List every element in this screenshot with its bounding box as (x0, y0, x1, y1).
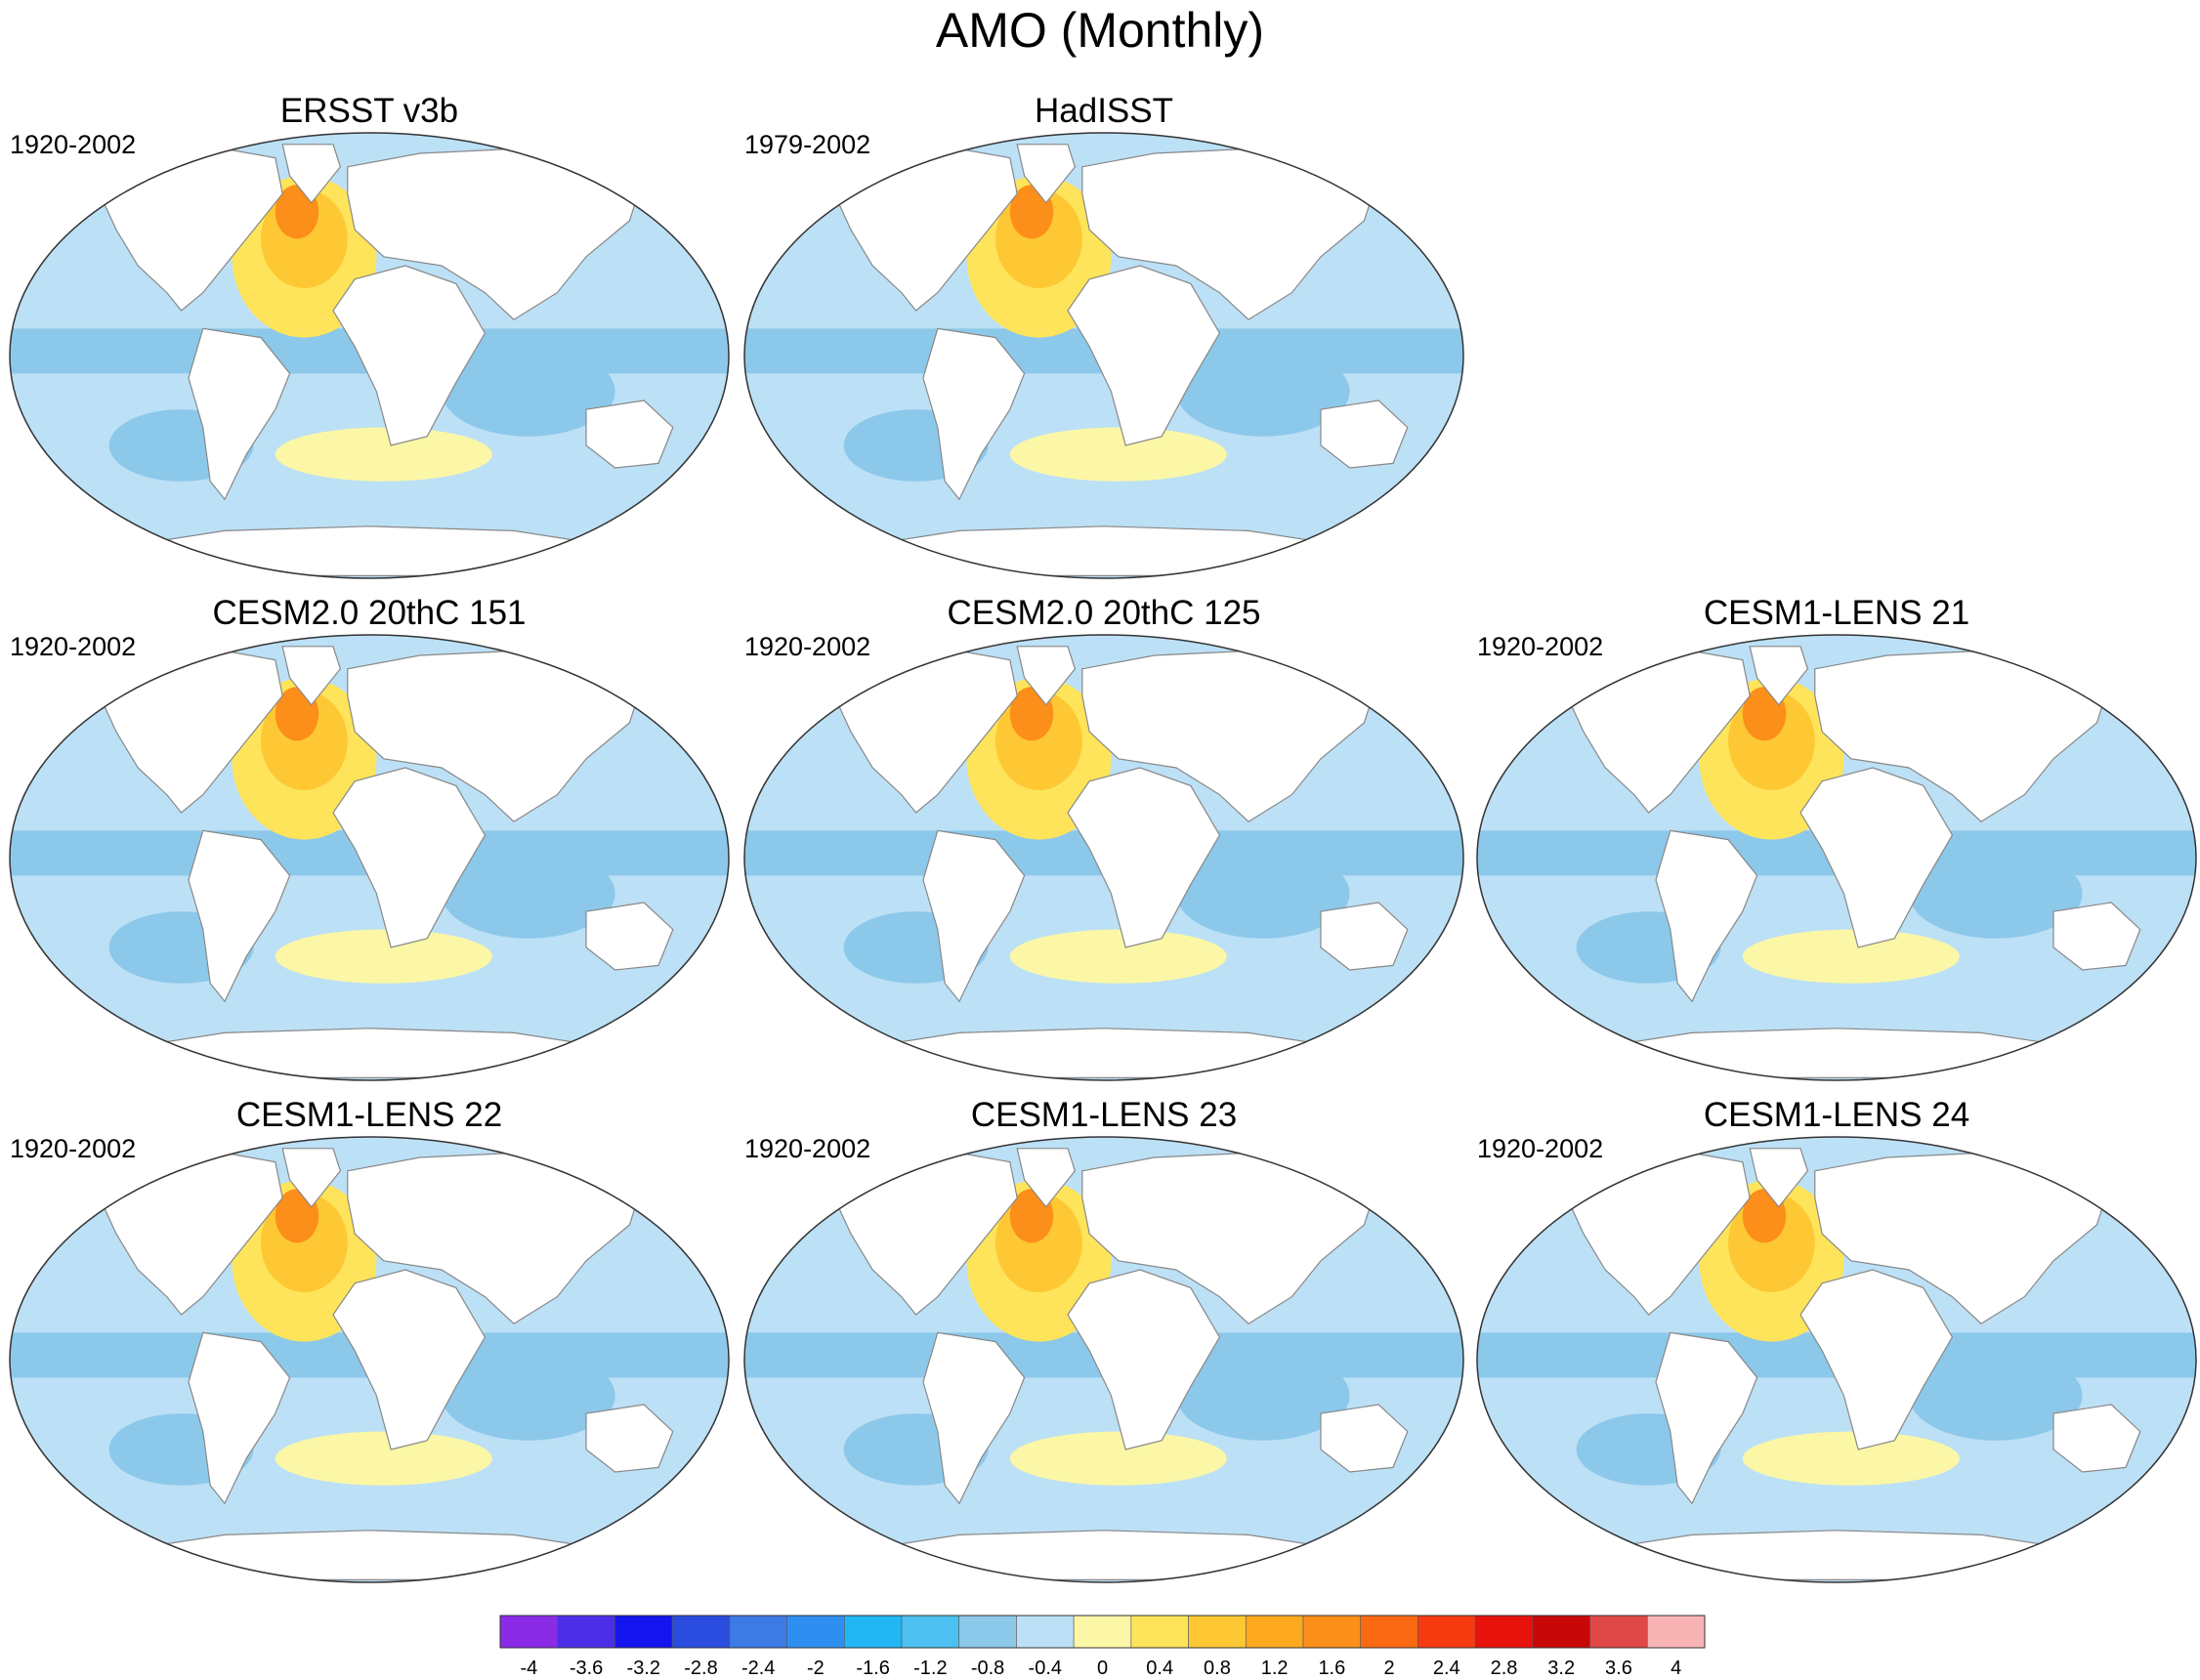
colorbar-swatch (557, 1615, 615, 1649)
figure-title: AMO (Monthly) (935, 3, 1265, 58)
panel-title: CESM1-LENS 21 (1703, 594, 1970, 632)
map-panel (743, 132, 1464, 579)
colorbar-swatch (614, 1615, 673, 1649)
colorbar-tick-label: -0.4 (1029, 1658, 1062, 1679)
map-panel (9, 634, 730, 1081)
panel-period: 1920-2002 (744, 1134, 871, 1163)
colorbar-tick-label: -2.8 (684, 1658, 717, 1679)
colorbar-tick-label: 3.6 (1605, 1658, 1632, 1679)
colorbar-swatch (1016, 1615, 1075, 1649)
colorbar-tick-label: 2.8 (1491, 1658, 1518, 1679)
colorbar-swatch (786, 1615, 845, 1649)
colorbar-swatch (1589, 1615, 1648, 1649)
colorbar-tick-label: 2.4 (1433, 1658, 1460, 1679)
colorbar-tick-label: -2.4 (741, 1658, 775, 1679)
map-panel (1476, 1136, 2197, 1583)
colorbar-swatch (1188, 1615, 1247, 1649)
panel-title: CESM1-LENS 24 (1703, 1096, 1970, 1134)
panel-title: ERSST v3b (279, 92, 459, 130)
panel-title: HadISST (1035, 92, 1173, 130)
colorbar-tick-label: 3.2 (1547, 1658, 1575, 1679)
colorbar-tick-label: 1.6 (1318, 1658, 1345, 1679)
panel-period: 1920-2002 (10, 130, 137, 159)
colorbar-tick-label: 0 (1097, 1658, 1108, 1679)
colorbar-swatch (1532, 1615, 1590, 1649)
map-panel (743, 634, 1464, 1081)
colorbar-swatch (1130, 1615, 1189, 1649)
panel-title: CESM2.0 20thC 151 (212, 594, 527, 632)
colorbar-tick-label: -1.2 (913, 1658, 947, 1679)
panel-title: CESM2.0 20thC 125 (947, 594, 1261, 632)
colorbar-tick-label: -3.6 (570, 1658, 603, 1679)
colorbar-swatch (1245, 1615, 1304, 1649)
map-panel (1476, 634, 2197, 1081)
colorbar-tick-label: 0.4 (1146, 1658, 1173, 1679)
colorbar-tick-label: -2 (807, 1658, 825, 1679)
panel-period: 1920-2002 (1477, 1134, 1604, 1163)
map-panel (743, 1136, 1464, 1583)
colorbar-swatch (1474, 1615, 1534, 1649)
map-panel (9, 1136, 730, 1583)
colorbar-tick-label: 0.8 (1204, 1658, 1231, 1679)
colorbar-swatch (729, 1615, 787, 1649)
panel-title: CESM1-LENS 22 (235, 1096, 503, 1134)
colorbar-swatch (671, 1615, 731, 1649)
colorbar-tick-label: -1.6 (856, 1658, 889, 1679)
colorbar-tick-label: 4 (1671, 1658, 1681, 1679)
colorbar-swatch (499, 1615, 559, 1649)
colorbar-swatch (1646, 1615, 1706, 1649)
colorbar-swatch (958, 1615, 1017, 1649)
colorbar-tick-label: -3.2 (627, 1658, 660, 1679)
colorbar-tick-label: 2 (1384, 1658, 1395, 1679)
colorbar-tick-label: -4 (520, 1658, 537, 1679)
panel-title: CESM1-LENS 23 (970, 1096, 1238, 1134)
colorbar-swatch (1302, 1615, 1362, 1649)
map-panel (9, 132, 730, 579)
colorbar-swatch (1360, 1615, 1418, 1649)
colorbar-swatch (843, 1615, 903, 1649)
panel-period: 1920-2002 (10, 632, 137, 661)
colorbar-swatch (1417, 1615, 1476, 1649)
colorbar-swatch (1073, 1615, 1132, 1649)
panel-period: 1920-2002 (744, 632, 871, 661)
panel-period: 1920-2002 (1477, 632, 1604, 661)
colorbar-frame (499, 1615, 1706, 1649)
colorbar-swatch (901, 1615, 960, 1649)
panel-period: 1979-2002 (744, 130, 871, 159)
colorbar-tick-label: 1.2 (1261, 1658, 1289, 1679)
panel-period: 1920-2002 (10, 1134, 137, 1163)
colorbar-tick-label: -0.8 (971, 1658, 1004, 1679)
